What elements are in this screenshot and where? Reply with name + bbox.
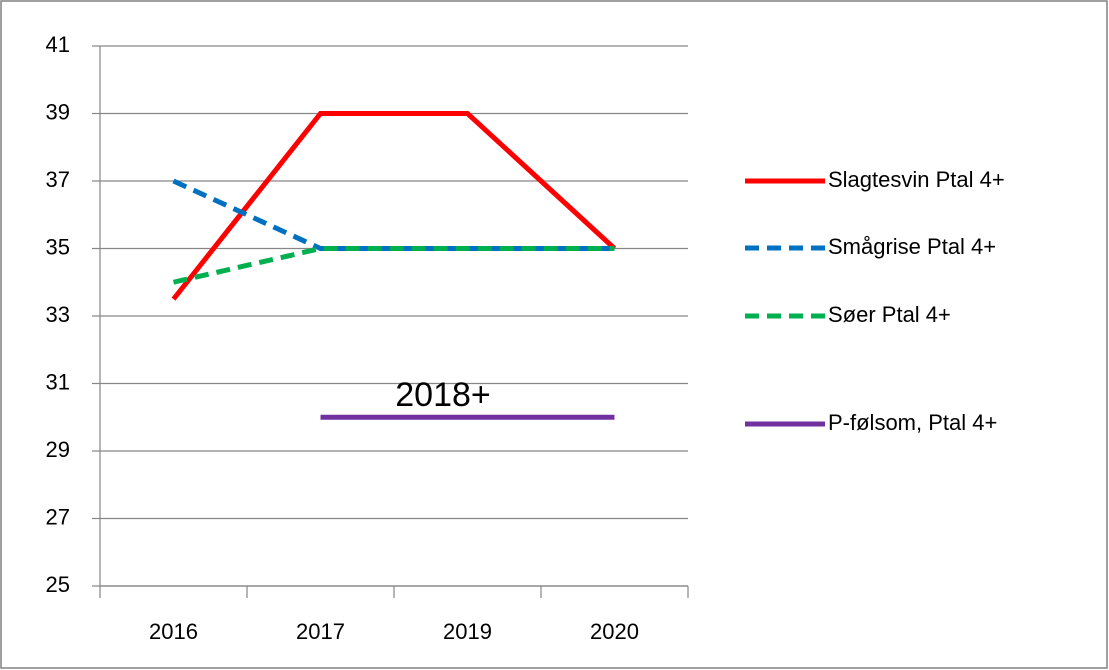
y-tick-label: 25 xyxy=(46,572,70,597)
x-tick-label: 2019 xyxy=(443,619,492,644)
series-line xyxy=(172,246,615,285)
series-line xyxy=(171,111,617,301)
y-tick-label: 35 xyxy=(46,234,70,259)
y-tick-label: 31 xyxy=(46,369,70,394)
legend-label: P-følsom, Ptal 4+ xyxy=(828,410,997,435)
legend-label: Slagtesvin Ptal 4+ xyxy=(828,167,1005,192)
annotation: 2018+ xyxy=(395,376,491,414)
x-tick-label: 2016 xyxy=(149,619,198,644)
y-tick-label: 29 xyxy=(46,437,70,462)
y-tick-label: 37 xyxy=(46,167,70,192)
y-tick-label: 39 xyxy=(46,99,70,124)
y-tick-label: 33 xyxy=(46,302,70,327)
y-tick-label: 27 xyxy=(46,504,70,529)
series-line xyxy=(172,178,615,251)
y-tick-label: 41 xyxy=(46,32,70,57)
legend-label: Søer Ptal 4+ xyxy=(828,302,951,327)
x-tick-label: 2020 xyxy=(590,619,639,644)
legend-label: Smågrise Ptal 4+ xyxy=(828,234,996,259)
x-tick-label: 2017 xyxy=(296,619,345,644)
